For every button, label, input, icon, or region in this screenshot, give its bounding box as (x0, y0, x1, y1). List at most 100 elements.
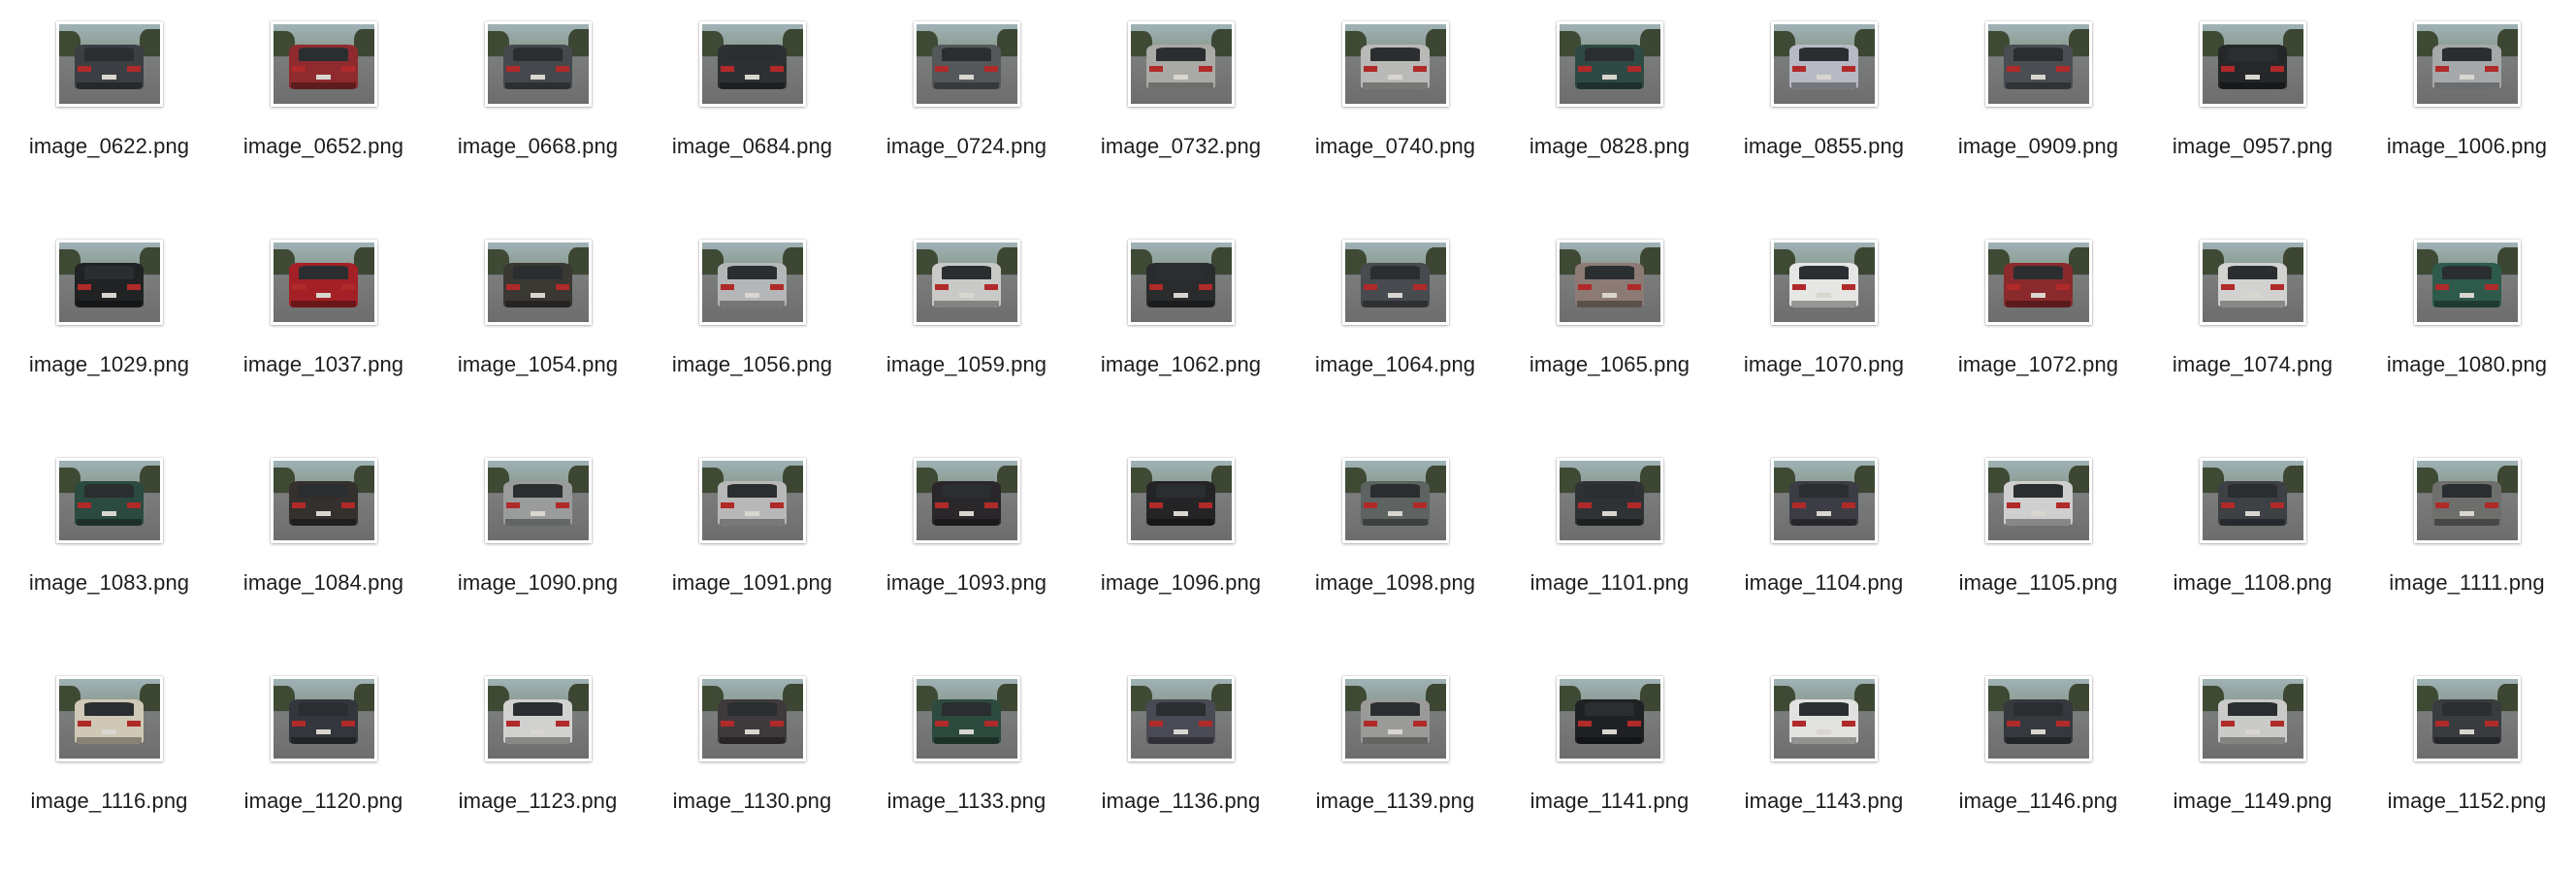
image-thumbnail[interactable] (1984, 21, 2092, 107)
thumbnail-area[interactable] (645, 224, 859, 340)
image-thumbnail[interactable] (913, 240, 1020, 325)
thumbnail-area[interactable] (1074, 661, 1288, 777)
thumbnail-area[interactable] (2, 661, 216, 777)
file-name-label[interactable]: image_0668.png (457, 134, 619, 158)
file-name-label[interactable]: image_1146.png (1958, 789, 2118, 813)
file-item[interactable]: image_1065.png (1502, 218, 1717, 436)
thumbnail-area[interactable] (216, 661, 431, 777)
image-thumbnail[interactable] (1556, 240, 1663, 325)
thumbnail-area[interactable] (2360, 6, 2574, 122)
image-thumbnail[interactable] (913, 458, 1020, 543)
image-thumbnail[interactable] (55, 240, 163, 325)
file-item[interactable]: image_1083.png (2, 436, 216, 655)
file-item[interactable]: image_0622.png (2, 0, 216, 218)
file-name-label[interactable]: image_1141.png (1530, 789, 1690, 813)
file-item[interactable]: image_1146.png (1931, 655, 2145, 873)
file-item[interactable]: image_1120.png (216, 655, 431, 873)
file-name-label[interactable]: image_1091.png (671, 570, 833, 595)
file-name-label[interactable]: image_1029.png (28, 352, 190, 376)
file-item[interactable]: image_0732.png (1074, 0, 1288, 218)
file-name-label[interactable]: image_1149.png (2173, 789, 2333, 813)
image-thumbnail[interactable] (1556, 676, 1663, 761)
file-name-label[interactable]: image_0652.png (242, 134, 404, 158)
file-name-label[interactable]: image_1098.png (1314, 570, 1476, 595)
file-item[interactable]: image_1062.png (1074, 218, 1288, 436)
thumbnail-area[interactable] (2360, 224, 2574, 340)
file-name-label[interactable]: image_1143.png (1744, 789, 1904, 813)
thumbnail-area[interactable] (2, 442, 216, 559)
file-item[interactable]: image_1108.png (2145, 436, 2360, 655)
file-name-label[interactable]: image_1136.png (1101, 789, 1261, 813)
thumbnail-area[interactable] (216, 224, 431, 340)
file-name-label[interactable]: image_0622.png (28, 134, 190, 158)
thumbnail-area[interactable] (2145, 224, 2360, 340)
file-name-label[interactable]: image_1123.png (458, 789, 618, 813)
thumbnail-area[interactable] (1931, 661, 2145, 777)
thumbnail-area[interactable] (645, 6, 859, 122)
file-name-label[interactable]: image_0957.png (2172, 134, 2334, 158)
image-thumbnail[interactable] (484, 676, 592, 761)
image-thumbnail[interactable] (698, 21, 806, 107)
thumbnail-area[interactable] (1717, 6, 1931, 122)
thumbnail-area[interactable] (2145, 661, 2360, 777)
thumbnail-area[interactable] (1502, 6, 1717, 122)
thumbnail-area[interactable] (1288, 224, 1502, 340)
file-item[interactable]: image_0724.png (859, 0, 1074, 218)
image-thumbnail[interactable] (1127, 676, 1235, 761)
file-item[interactable]: image_1029.png (2, 218, 216, 436)
thumbnail-area[interactable] (1931, 442, 2145, 559)
image-thumbnail[interactable] (1770, 240, 1878, 325)
image-thumbnail[interactable] (270, 458, 377, 543)
file-name-label[interactable]: image_1096.png (1100, 570, 1262, 595)
thumbnail-area[interactable] (1502, 442, 1717, 559)
file-name-label[interactable]: image_1054.png (457, 352, 619, 376)
thumbnail-area[interactable] (431, 442, 645, 559)
file-name-label[interactable]: image_1093.png (886, 570, 1047, 595)
file-name-label[interactable]: image_0732.png (1100, 134, 1262, 158)
file-item[interactable]: image_1080.png (2360, 218, 2574, 436)
file-name-label[interactable]: image_1037.png (242, 352, 404, 376)
file-item[interactable]: image_1149.png (2145, 655, 2360, 873)
file-name-label[interactable]: image_1116.png (30, 789, 188, 813)
image-thumbnail[interactable] (484, 21, 592, 107)
file-name-label[interactable]: image_0724.png (886, 134, 1047, 158)
file-name-label[interactable]: image_0855.png (1743, 134, 1905, 158)
thumbnail-area[interactable] (1502, 661, 1717, 777)
image-thumbnail[interactable] (1556, 21, 1663, 107)
file-name-label[interactable]: image_1059.png (886, 352, 1047, 376)
file-name-label[interactable]: image_1111.png (2389, 570, 2545, 595)
file-name-label[interactable]: image_1083.png (28, 570, 190, 595)
image-thumbnail[interactable] (1341, 458, 1449, 543)
image-thumbnail[interactable] (1127, 458, 1235, 543)
thumbnail-area[interactable] (1717, 661, 1931, 777)
file-item[interactable]: image_0957.png (2145, 0, 2360, 218)
file-item[interactable]: image_1056.png (645, 218, 859, 436)
file-item[interactable]: image_0684.png (645, 0, 859, 218)
file-name-label[interactable]: image_0740.png (1314, 134, 1476, 158)
image-thumbnail[interactable] (1770, 458, 1878, 543)
file-item[interactable]: image_0828.png (1502, 0, 1717, 218)
image-thumbnail[interactable] (698, 240, 806, 325)
file-item[interactable]: image_1090.png (431, 436, 645, 655)
image-thumbnail[interactable] (2413, 458, 2521, 543)
thumbnail-area[interactable] (1288, 442, 1502, 559)
image-thumbnail[interactable] (913, 21, 1020, 107)
file-item[interactable]: image_0652.png (216, 0, 431, 218)
file-item[interactable]: image_0668.png (431, 0, 645, 218)
image-thumbnail[interactable] (1770, 676, 1878, 761)
image-thumbnail[interactable] (55, 458, 163, 543)
file-name-label[interactable]: image_1074.png (2172, 352, 2334, 376)
file-item[interactable]: image_1130.png (645, 655, 859, 873)
image-thumbnail[interactable] (2199, 21, 2306, 107)
thumbnail-area[interactable] (431, 6, 645, 122)
file-name-label[interactable]: image_0909.png (1957, 134, 2119, 158)
file-item[interactable]: image_1116.png (2, 655, 216, 873)
image-thumbnail[interactable] (913, 676, 1020, 761)
file-item[interactable]: image_1141.png (1502, 655, 1717, 873)
thumbnail-area[interactable] (1288, 661, 1502, 777)
thumbnail-area[interactable] (1931, 6, 2145, 122)
file-item[interactable]: image_1104.png (1717, 436, 1931, 655)
image-thumbnail[interactable] (1127, 21, 1235, 107)
file-item[interactable]: image_1139.png (1288, 655, 1502, 873)
thumbnail-area[interactable] (859, 661, 1074, 777)
